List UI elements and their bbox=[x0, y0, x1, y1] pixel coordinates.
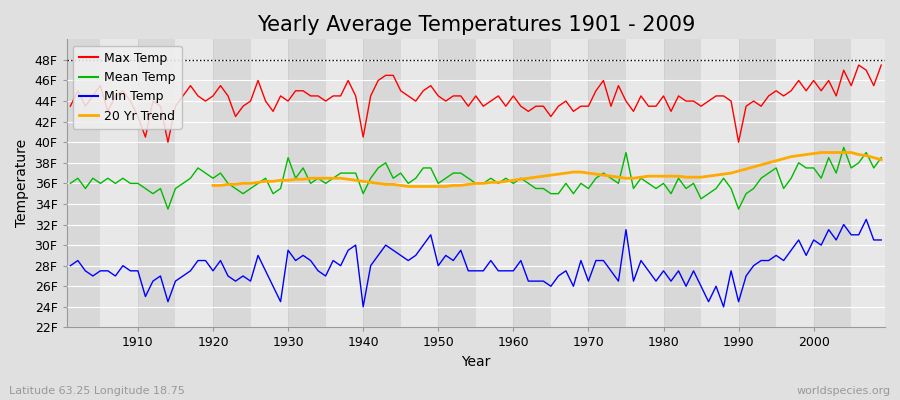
Bar bbox=[851, 39, 889, 328]
Bar bbox=[626, 39, 663, 328]
Bar bbox=[326, 39, 364, 328]
Bar bbox=[176, 39, 213, 328]
Bar bbox=[701, 39, 739, 328]
Bar bbox=[663, 39, 701, 328]
Text: Latitude 63.25 Longitude 18.75: Latitude 63.25 Longitude 18.75 bbox=[9, 386, 184, 396]
Bar bbox=[138, 39, 176, 328]
Bar bbox=[889, 39, 900, 328]
Bar bbox=[101, 39, 138, 328]
Bar bbox=[739, 39, 776, 328]
Bar bbox=[776, 39, 814, 328]
Bar bbox=[63, 39, 101, 328]
Bar bbox=[814, 39, 851, 328]
Bar bbox=[589, 39, 626, 328]
Bar bbox=[364, 39, 400, 328]
Text: worldspecies.org: worldspecies.org bbox=[796, 386, 891, 396]
Bar bbox=[551, 39, 589, 328]
X-axis label: Year: Year bbox=[461, 355, 491, 369]
Legend: Max Temp, Mean Temp, Min Temp, 20 Yr Trend: Max Temp, Mean Temp, Min Temp, 20 Yr Tre… bbox=[73, 46, 182, 129]
Bar bbox=[213, 39, 250, 328]
Bar bbox=[250, 39, 288, 328]
Bar bbox=[476, 39, 513, 328]
Bar bbox=[400, 39, 438, 328]
Bar bbox=[438, 39, 476, 328]
Bar bbox=[288, 39, 326, 328]
Title: Yearly Average Temperatures 1901 - 2009: Yearly Average Temperatures 1901 - 2009 bbox=[256, 15, 695, 35]
Bar bbox=[513, 39, 551, 328]
Y-axis label: Temperature: Temperature bbox=[15, 139, 29, 228]
